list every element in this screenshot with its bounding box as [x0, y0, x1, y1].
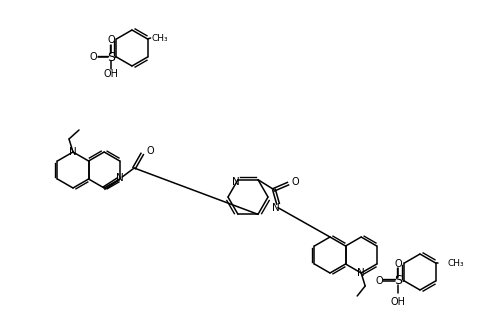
Text: N: N: [69, 147, 77, 157]
Text: CH₃: CH₃: [151, 33, 168, 42]
Text: N: N: [357, 268, 365, 278]
Text: N: N: [117, 173, 124, 183]
Text: O: O: [292, 177, 300, 187]
Text: N: N: [272, 203, 280, 213]
Text: O: O: [375, 276, 383, 286]
Text: S: S: [394, 275, 402, 288]
Text: S: S: [108, 50, 116, 63]
Text: N: N: [232, 177, 240, 187]
Text: OH: OH: [391, 297, 406, 307]
Text: O: O: [90, 52, 97, 62]
Text: CH₃: CH₃: [448, 259, 464, 268]
Text: OH: OH: [104, 69, 119, 79]
Text: O: O: [108, 35, 115, 45]
Text: O: O: [146, 146, 154, 156]
Text: O: O: [394, 259, 402, 269]
